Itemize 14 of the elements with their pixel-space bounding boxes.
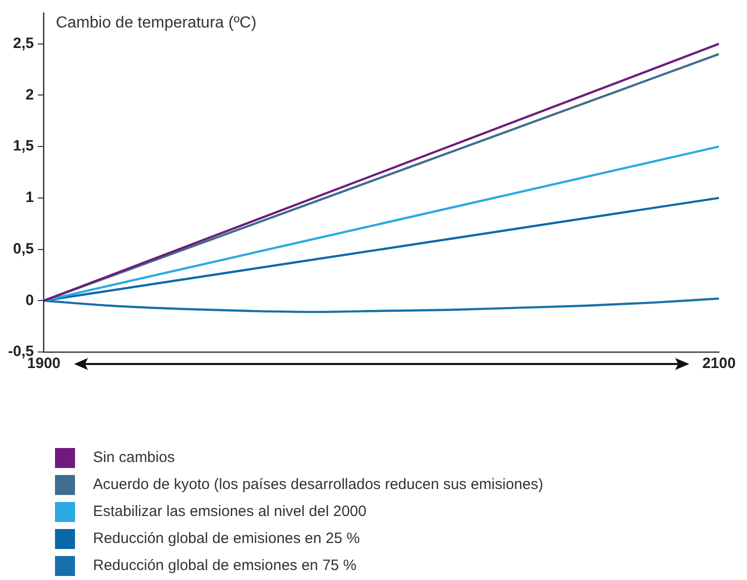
legend-label: Estabilizar las emsiones al nivel del 2000 xyxy=(93,503,366,520)
y-tick-label: 2 xyxy=(26,86,34,104)
legend-label: Reducción global de emisiones en 25 % xyxy=(93,530,360,547)
y-tick-label: 1,5 xyxy=(12,138,34,155)
legend-label: Acuerdo de kyoto (los países desarrollados reducen sus emisiones) xyxy=(93,476,544,493)
y-axis-title: Cambio de temperatura (ºC) xyxy=(56,14,256,32)
x-tick-label: 2100 xyxy=(702,355,736,372)
legend-label: Reducción global de emsiones en 75 % xyxy=(93,557,357,574)
y-tick-label: 1 xyxy=(26,189,34,206)
y-tick-label: 0,5 xyxy=(12,240,34,258)
y-tick-label: 0 xyxy=(26,292,34,309)
legend-label: Sin cambios xyxy=(93,449,175,466)
y-tick-label: 2,5 xyxy=(12,34,34,52)
x-tick-label: 1900 xyxy=(27,355,61,372)
